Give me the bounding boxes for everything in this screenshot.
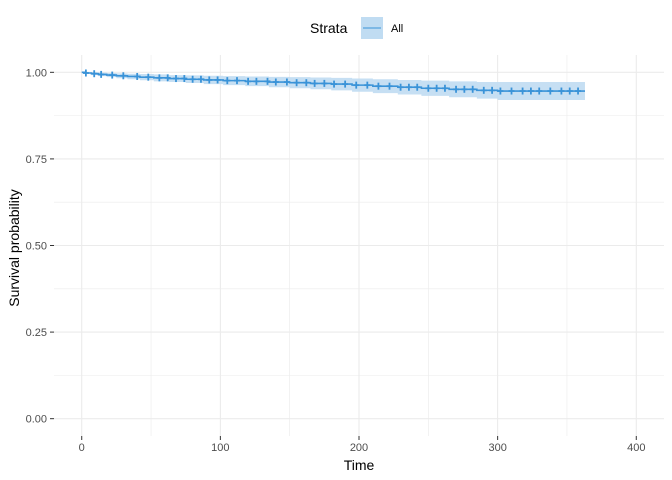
x-tick-label: 100 — [211, 442, 229, 454]
x-tick-label: 200 — [350, 442, 368, 454]
y-axis: 0.00 0.25 0.50 0.75 1.00 — [26, 67, 54, 426]
x-axis-title: Time — [344, 457, 375, 473]
x-axis: 0 100 200 300 400 — [79, 436, 645, 454]
y-axis-title: Survival probability — [6, 189, 22, 307]
grid-major — [54, 55, 664, 436]
y-tick-label: 0.25 — [26, 327, 47, 339]
censor-marks — [82, 69, 582, 95]
legend-label-all: All — [391, 23, 403, 35]
x-tick-label: 0 — [79, 442, 85, 454]
x-tick-label: 300 — [488, 442, 506, 454]
y-tick-label: 0.50 — [26, 241, 47, 253]
legend: Strata All — [310, 17, 403, 39]
x-tick-label: 400 — [627, 442, 645, 454]
y-tick-label: 1.00 — [26, 67, 47, 79]
y-tick-label: 0.75 — [26, 154, 47, 166]
legend-title: Strata — [310, 20, 348, 36]
y-tick-label: 0.00 — [26, 414, 47, 426]
